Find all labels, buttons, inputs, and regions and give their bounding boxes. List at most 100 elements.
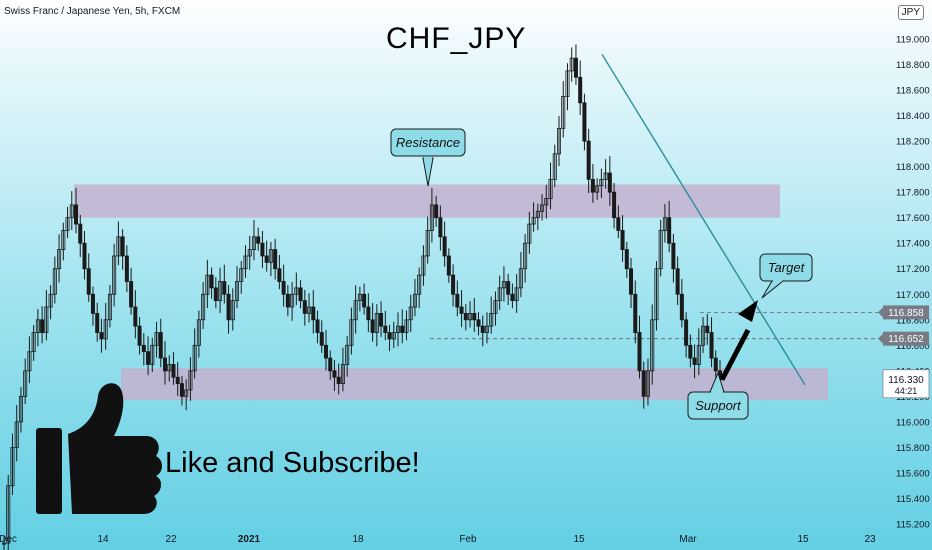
candle xyxy=(40,306,45,344)
x-tick-label: Mar xyxy=(679,534,697,545)
callout-target[interactable]: Target xyxy=(759,253,813,299)
candle xyxy=(425,216,430,264)
zone-resistance[interactable] xyxy=(74,184,780,218)
candle xyxy=(434,195,439,227)
candle xyxy=(679,278,684,328)
callout-label: Resistance xyxy=(396,135,460,150)
candle xyxy=(6,474,11,550)
levels-layer xyxy=(430,311,880,340)
candle xyxy=(561,81,566,138)
candle xyxy=(349,307,354,355)
candle xyxy=(514,274,519,313)
candle xyxy=(52,256,57,304)
price-axis[interactable]: 115.200115.400115.600115.800116.000116.2… xyxy=(896,35,930,531)
target-arrow-shaft xyxy=(719,328,751,381)
candle xyxy=(179,375,184,406)
candle xyxy=(404,310,409,341)
candle xyxy=(531,202,536,232)
candle xyxy=(116,221,121,266)
candle xyxy=(641,361,646,409)
candle xyxy=(645,358,650,406)
candle xyxy=(14,405,19,462)
candle xyxy=(582,93,587,151)
candle xyxy=(671,234,676,283)
candle xyxy=(90,286,95,326)
candle xyxy=(391,321,396,349)
candle xyxy=(412,278,417,317)
candle xyxy=(603,159,608,189)
y-tick-label: 116.600 xyxy=(896,341,930,352)
candle xyxy=(675,256,680,305)
candle xyxy=(396,312,401,347)
candle xyxy=(226,285,231,334)
svg-text:116.858: 116.858 xyxy=(888,308,924,319)
candle xyxy=(184,379,189,411)
candle xyxy=(209,267,214,299)
callout-label: Support xyxy=(695,398,742,413)
candle xyxy=(353,285,358,334)
candle xyxy=(230,288,235,331)
candle xyxy=(18,387,23,433)
candle xyxy=(578,60,583,116)
candle xyxy=(667,200,672,253)
y-tick-label: 116.000 xyxy=(896,417,930,428)
candle xyxy=(311,290,316,334)
candle xyxy=(65,206,70,239)
callout-resistance[interactable]: Resistance xyxy=(390,128,466,187)
candle xyxy=(506,273,511,305)
candle xyxy=(235,266,240,309)
candle xyxy=(417,267,422,309)
promo-text: Like and Subscribe! xyxy=(165,447,420,479)
callouts-layer: Resistance Target Support xyxy=(390,128,813,420)
candle xyxy=(57,234,62,283)
x-tick-label: Feb xyxy=(459,534,477,545)
callout-label: Target xyxy=(768,260,806,275)
candle xyxy=(480,315,485,347)
candle xyxy=(446,248,451,283)
candle xyxy=(268,241,273,277)
candle xyxy=(213,277,218,309)
trendline[interactable] xyxy=(601,53,806,386)
candle xyxy=(319,320,324,353)
candle xyxy=(340,347,345,392)
candle xyxy=(501,266,506,302)
candle xyxy=(459,290,464,328)
candle xyxy=(137,316,142,355)
candle xyxy=(366,293,371,333)
candle xyxy=(175,361,180,396)
candle xyxy=(201,282,206,329)
candle xyxy=(27,336,32,384)
callout-support[interactable]: Support xyxy=(687,371,749,420)
candle xyxy=(124,245,129,293)
candle xyxy=(484,312,489,344)
candle xyxy=(510,283,515,309)
candle xyxy=(650,304,655,385)
candle xyxy=(527,211,532,254)
y-tick-label: 115.200 xyxy=(896,520,930,531)
candle xyxy=(451,264,456,307)
candle xyxy=(684,312,689,358)
y-tick-label: 115.800 xyxy=(896,443,930,454)
candle xyxy=(705,313,710,345)
y-tick-label: 115.600 xyxy=(896,468,930,479)
candle xyxy=(463,304,468,331)
candle xyxy=(455,280,460,317)
symbol-badge[interactable]: JPY xyxy=(897,5,924,20)
candle xyxy=(489,296,494,334)
candle xyxy=(23,358,28,405)
candle xyxy=(302,289,307,326)
x-tick-label: 18 xyxy=(352,534,364,545)
candle xyxy=(86,253,91,302)
candle xyxy=(544,184,549,219)
candle xyxy=(61,222,66,261)
candle xyxy=(345,336,350,377)
time-axis[interactable]: Dec 14 22 2021 18 Feb 15 Mar 15 23 xyxy=(0,534,876,545)
candle xyxy=(48,285,53,320)
candle xyxy=(154,321,159,358)
candle xyxy=(251,219,256,261)
candle xyxy=(315,310,320,344)
y-tick-label: 119.000 xyxy=(896,35,930,46)
candle xyxy=(540,194,545,221)
